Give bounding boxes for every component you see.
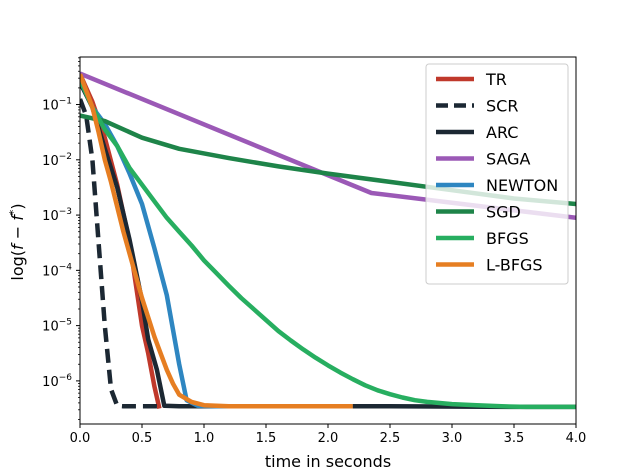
legend-label-saga: SAGA xyxy=(486,150,531,169)
legend-label-l-bfgs: L-BFGS xyxy=(486,256,543,275)
y-tick-label: 10−1 xyxy=(42,97,72,114)
x-tick-label: 4.0 xyxy=(566,431,587,446)
series-line-bfgs xyxy=(80,78,576,410)
y-axis-label: log(f − f*) xyxy=(7,203,27,280)
legend-label-newton: NEWTON xyxy=(486,176,558,195)
y-tick-label: 10−4 xyxy=(42,262,72,279)
x-axis-label: time in seconds xyxy=(265,452,391,471)
legend-label-scr: SCR xyxy=(486,97,518,116)
series-line-arc xyxy=(80,81,576,410)
series-line-l-bfgs xyxy=(80,73,353,409)
x-tick-label: 3.5 xyxy=(504,431,525,446)
x-tick-label: 3.0 xyxy=(442,431,463,446)
x-tick-label: 2.5 xyxy=(380,431,401,446)
x-tick-label: 0.5 xyxy=(132,431,153,446)
legend-box xyxy=(425,63,569,285)
x-tick-label: 1.0 xyxy=(194,431,215,446)
legend-label-sgd: SGD xyxy=(486,203,521,222)
y-tick-label: 10−5 xyxy=(42,318,72,335)
legend-label-arc: ARC xyxy=(486,123,518,142)
x-tick-label: 0.0 xyxy=(70,431,91,446)
y-tick-label: 10−6 xyxy=(42,373,72,390)
legend-label-bfgs: BFGS xyxy=(486,229,529,248)
y-tick-label: 10−2 xyxy=(42,152,72,169)
legend: TR SCR ARC SAGA NEWTON SGD BFGS L-BFGS xyxy=(425,63,569,285)
series-line-scr xyxy=(80,98,161,409)
x-tick-label: 2.0 xyxy=(318,431,339,446)
axes-layer: 0.0 0.5 1.0 1.5 2.0 2.5 3.0 3.5 4.0 10−6 10−5 10−4 1… xyxy=(42,57,587,446)
legend-label-tr: TR xyxy=(485,70,507,89)
x-tick-label: 1.5 xyxy=(256,431,277,446)
y-tick-label: 10−3 xyxy=(42,207,72,224)
